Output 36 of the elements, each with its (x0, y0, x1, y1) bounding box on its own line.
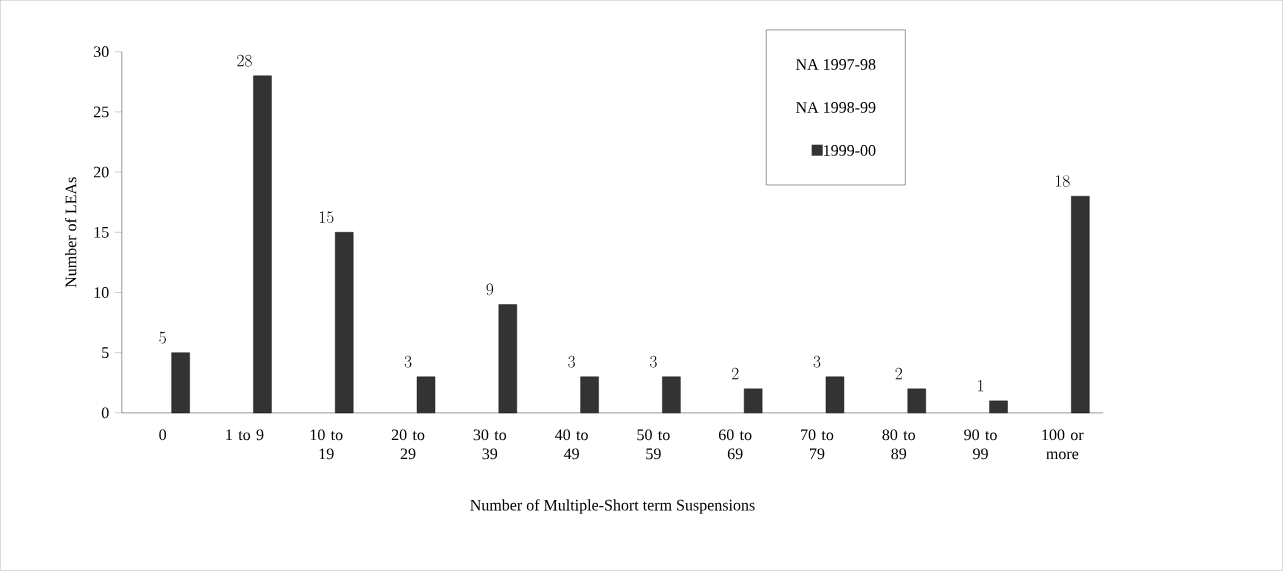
data-label: 2 (731, 368, 739, 380)
x-tick-label: 30 to 39 (473, 429, 507, 460)
x-tick-label: 100 or more (1042, 429, 1084, 460)
y-tick-label: 25 (93, 106, 109, 118)
data-label: 3 (568, 355, 575, 368)
data-label: 3 (813, 355, 821, 368)
y-tick-label: 20 (93, 166, 109, 178)
data-label: 18 (1055, 175, 1070, 188)
data-label: 2 (895, 368, 902, 380)
y-tick-label: 30 (93, 46, 109, 58)
y-tick-label: 5 (102, 347, 109, 359)
x-tick-label: 60 to 69 (718, 429, 752, 460)
y-tick-label: 0 (101, 407, 109, 419)
x-tick-label: 1 to 9 (226, 429, 264, 441)
text: NA 1997-98 (796, 59, 876, 70)
x-tick-label: 70 to 79 (801, 429, 834, 460)
x-tick-label: 10 to 19 (310, 429, 343, 460)
y-tick-label: 10 (94, 287, 109, 299)
data-label: 3 (404, 355, 412, 368)
data-label: 5 (159, 331, 166, 344)
x-tick-label: 50 to 59 (637, 429, 670, 460)
data-label: 3 (649, 355, 657, 368)
data-label: 9 (486, 283, 494, 296)
x-tick-label: 80 to 89 (882, 429, 916, 460)
y-axis-title: Number of LEAs (64, 177, 77, 288)
x-tick-label: 0 (159, 429, 167, 441)
data-label: 28 (237, 55, 252, 67)
x-tick-label: 40 to 49 (555, 429, 588, 460)
text: NA 1998-99 (796, 102, 876, 114)
data-label: 1 (978, 380, 984, 392)
x-axis-title: Number of Multiple-Short term Suspensions (470, 499, 755, 514)
x-tick-label: 20 to 29 (391, 429, 425, 460)
data-label: 15 (319, 211, 334, 224)
x-tick-label: 90 to 99 (964, 429, 997, 460)
y-tick-label: 15 (94, 227, 109, 238)
legend-label: 1999-00 (824, 145, 876, 157)
